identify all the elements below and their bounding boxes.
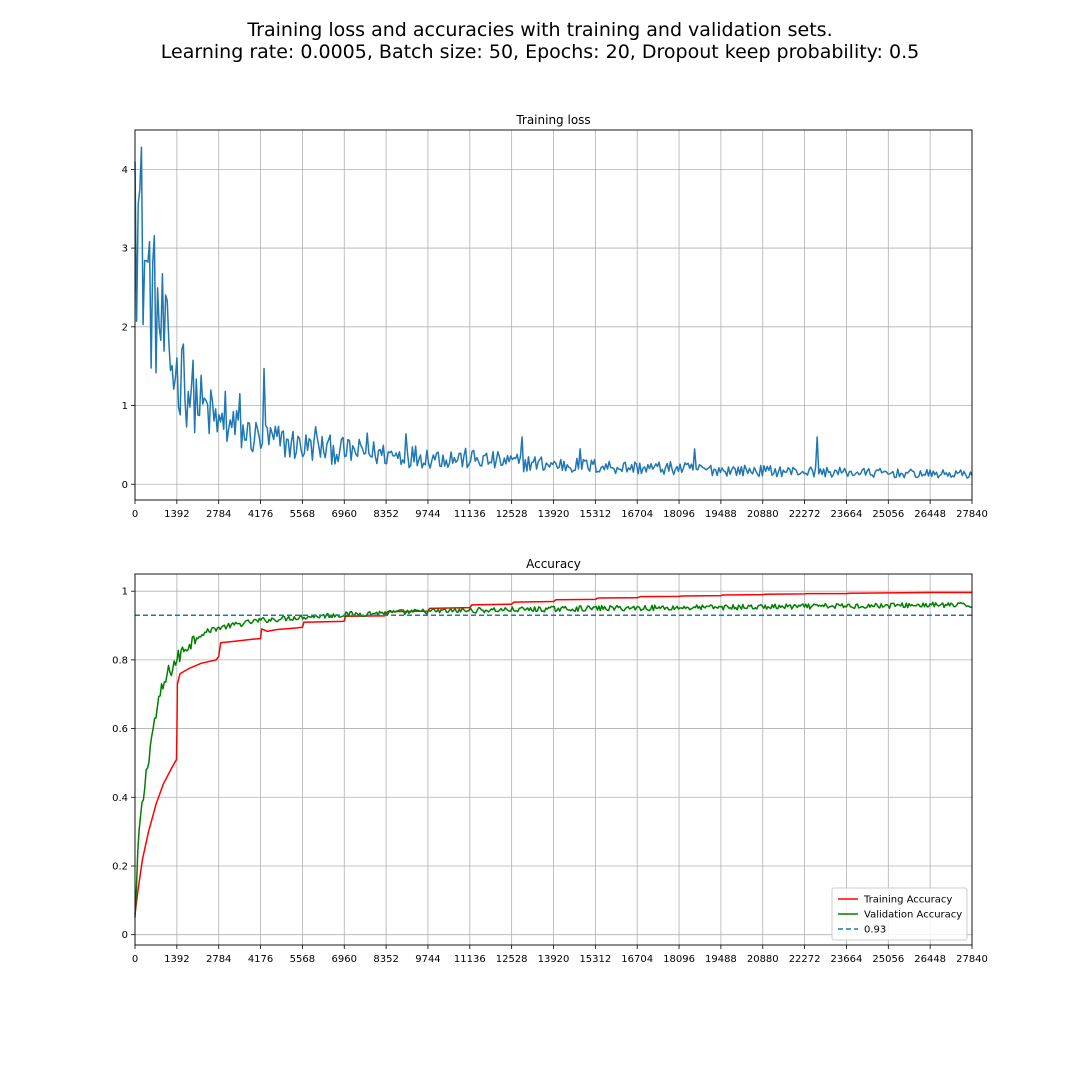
loss-x-tick-label: 25056 [872,509,904,520]
loss-x-tick-label: 18096 [663,509,695,520]
loss-x-tick-label: 27840 [956,509,988,520]
accuracy-legend: Training Accuracy Validation Accuracy 0.93 [831,887,968,941]
acc-x-tick-label: 26448 [914,954,946,965]
loss-x-tick-label: 22272 [789,509,821,520]
loss-x-tick-label: 12528 [496,509,528,520]
acc-x-tick-label: 16704 [621,954,653,965]
acc-y-tick-label: 1 [122,587,128,598]
loss-x-tick-label: 11136 [454,509,486,520]
loss-frame [134,129,973,501]
legend-label-1: Validation Accuracy [864,910,962,921]
series-line-0 [134,591,972,915]
loss-x-tick-label: 20880 [747,509,779,520]
training-loss-line [134,146,973,479]
loss-x-tick-label: 1392 [164,509,189,520]
acc-x-tick-label: 9744 [415,954,440,965]
acc-x-tick-label: 11136 [454,954,486,965]
loss-title: Training loss [515,113,590,127]
loss-x-tick-label: 8352 [373,509,398,520]
series-line-1 [134,601,973,918]
loss-y-tick-label: 2 [122,322,128,333]
loss-x-tick-label: 16704 [621,509,653,520]
acc-x-tick-label: 2784 [206,954,231,965]
acc-x-tick-label: 25056 [872,954,904,965]
loss-x-tick-label: 4176 [248,509,273,520]
acc-y-tick-label: 0.4 [112,793,128,804]
acc-y-tick-label: 0.2 [112,861,128,872]
loss-y-tick-label: 3 [122,244,128,255]
acc-x-tick-label: 18096 [663,954,695,965]
acc-x-tick-label: 0 [132,954,138,965]
acc-x-tick-label: 15312 [579,954,611,965]
acc-x-tick-label: 1392 [164,954,189,965]
acc-x-tick-label: 23664 [831,954,863,965]
loss-x-tick-label: 13920 [538,509,570,520]
acc-y-tick-label: 0 [122,930,128,941]
acc-x-tick-label: 4176 [248,954,273,965]
figure-title-line-2: Learning rate: 0.0005, Batch size: 50, E… [160,41,920,63]
loss-x-tick-label: 15312 [579,509,611,520]
acc-x-tick-label: 6960 [332,954,357,965]
loss-x-tick-label: 2784 [206,509,231,520]
acc-y-tick-label: 0.8 [112,655,128,666]
loss-x-tick-label: 19488 [705,509,737,520]
acc-x-tick-label: 22272 [789,954,821,965]
legend-label-2: 0.93 [864,925,886,936]
loss-x-tick-label: 5568 [290,509,315,520]
loss-x-tick-label: 6960 [332,509,357,520]
loss-x-tick-label: 26448 [914,509,946,520]
loss-x-tick-label: 23664 [831,509,863,520]
loss-y-tick-label: 1 [122,401,128,412]
acc-x-tick-label: 13920 [538,954,570,965]
acc-x-tick-label: 27840 [956,954,988,965]
acc-x-tick-label: 12528 [496,954,528,965]
acc-x-tick-label: 19488 [705,954,737,965]
figure-title-line-1: Training loss and accuracies with traini… [247,19,833,41]
loss-x-tick-label: 0 [132,509,138,520]
acc-x-tick-label: 5568 [290,954,315,965]
acc-title: Accuracy [526,557,581,571]
acc-x-tick-label: 8352 [373,954,398,965]
acc-frame [134,573,973,946]
legend-box [831,887,968,941]
loss-y-tick-label: 4 [122,165,128,176]
acc-x-tick-label: 20880 [747,954,779,965]
loss-x-tick-label: 9744 [415,509,440,520]
legend-label-0: Training Accuracy [863,895,952,906]
training-loss-axes: 0 1392 2784 4176 5568 6960 8352 9744 11136 12528 1… [122,113,988,520]
loss-y-tick-label: 0 [122,480,128,491]
accuracy-axes: 0 1392 2784 4176 5568 6960 8352 9744 11136 12528 1… [112,557,988,965]
acc-y-tick-label: 0.6 [112,724,128,735]
